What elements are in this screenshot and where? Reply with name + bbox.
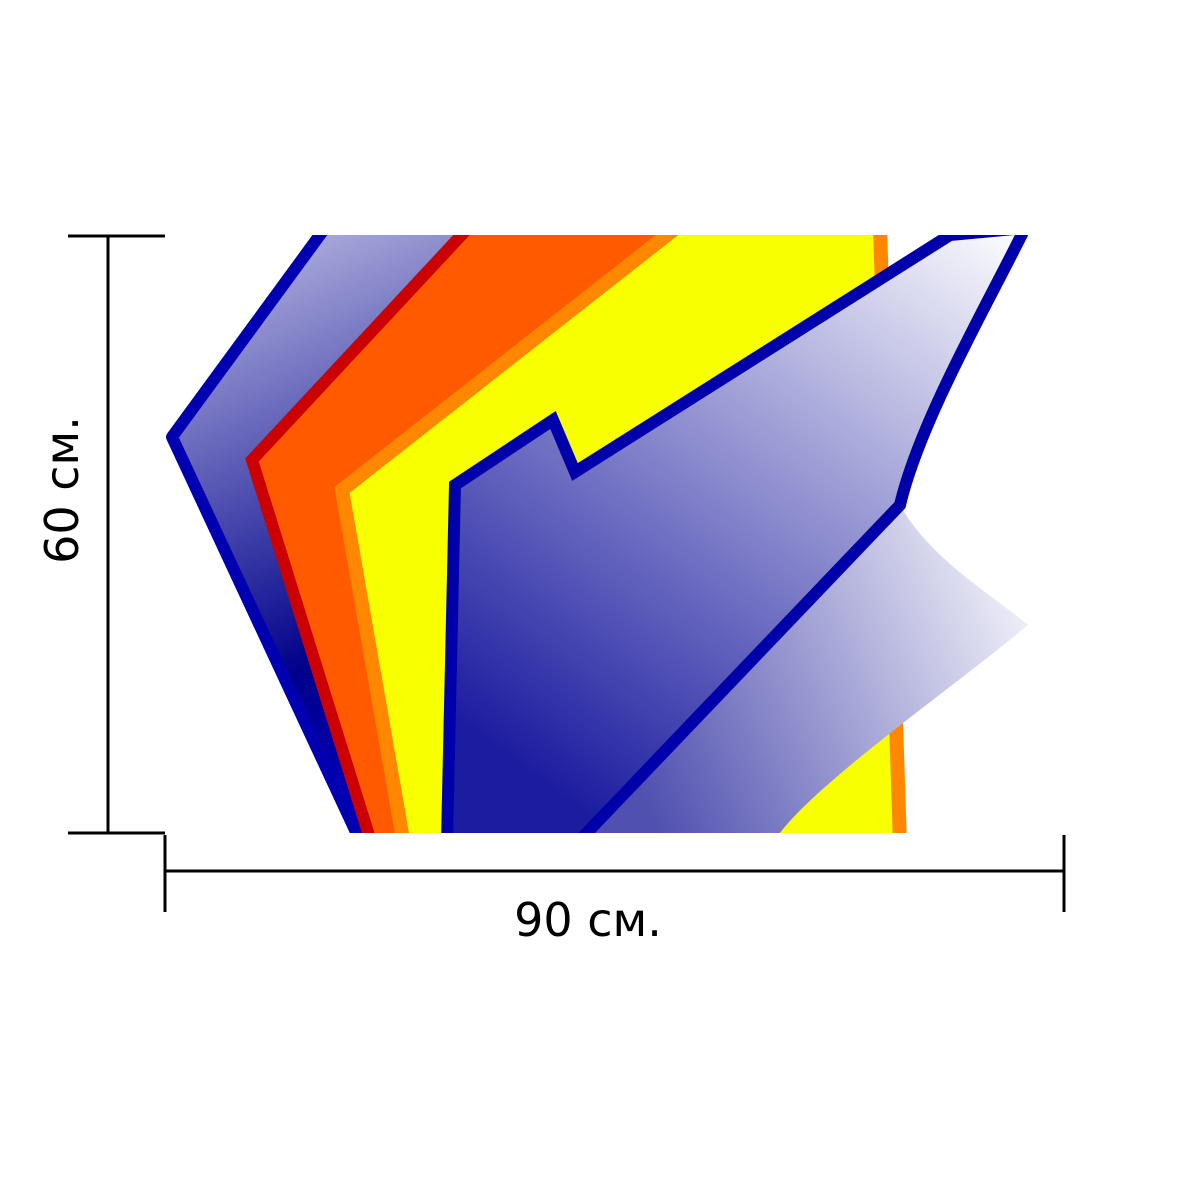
height-dimension [68, 234, 165, 835]
folder-artwork [166, 235, 1029, 833]
height-label: 60 см. [35, 416, 89, 564]
width-label: 90 см. [514, 893, 662, 947]
width-dimension [163, 835, 1066, 912]
